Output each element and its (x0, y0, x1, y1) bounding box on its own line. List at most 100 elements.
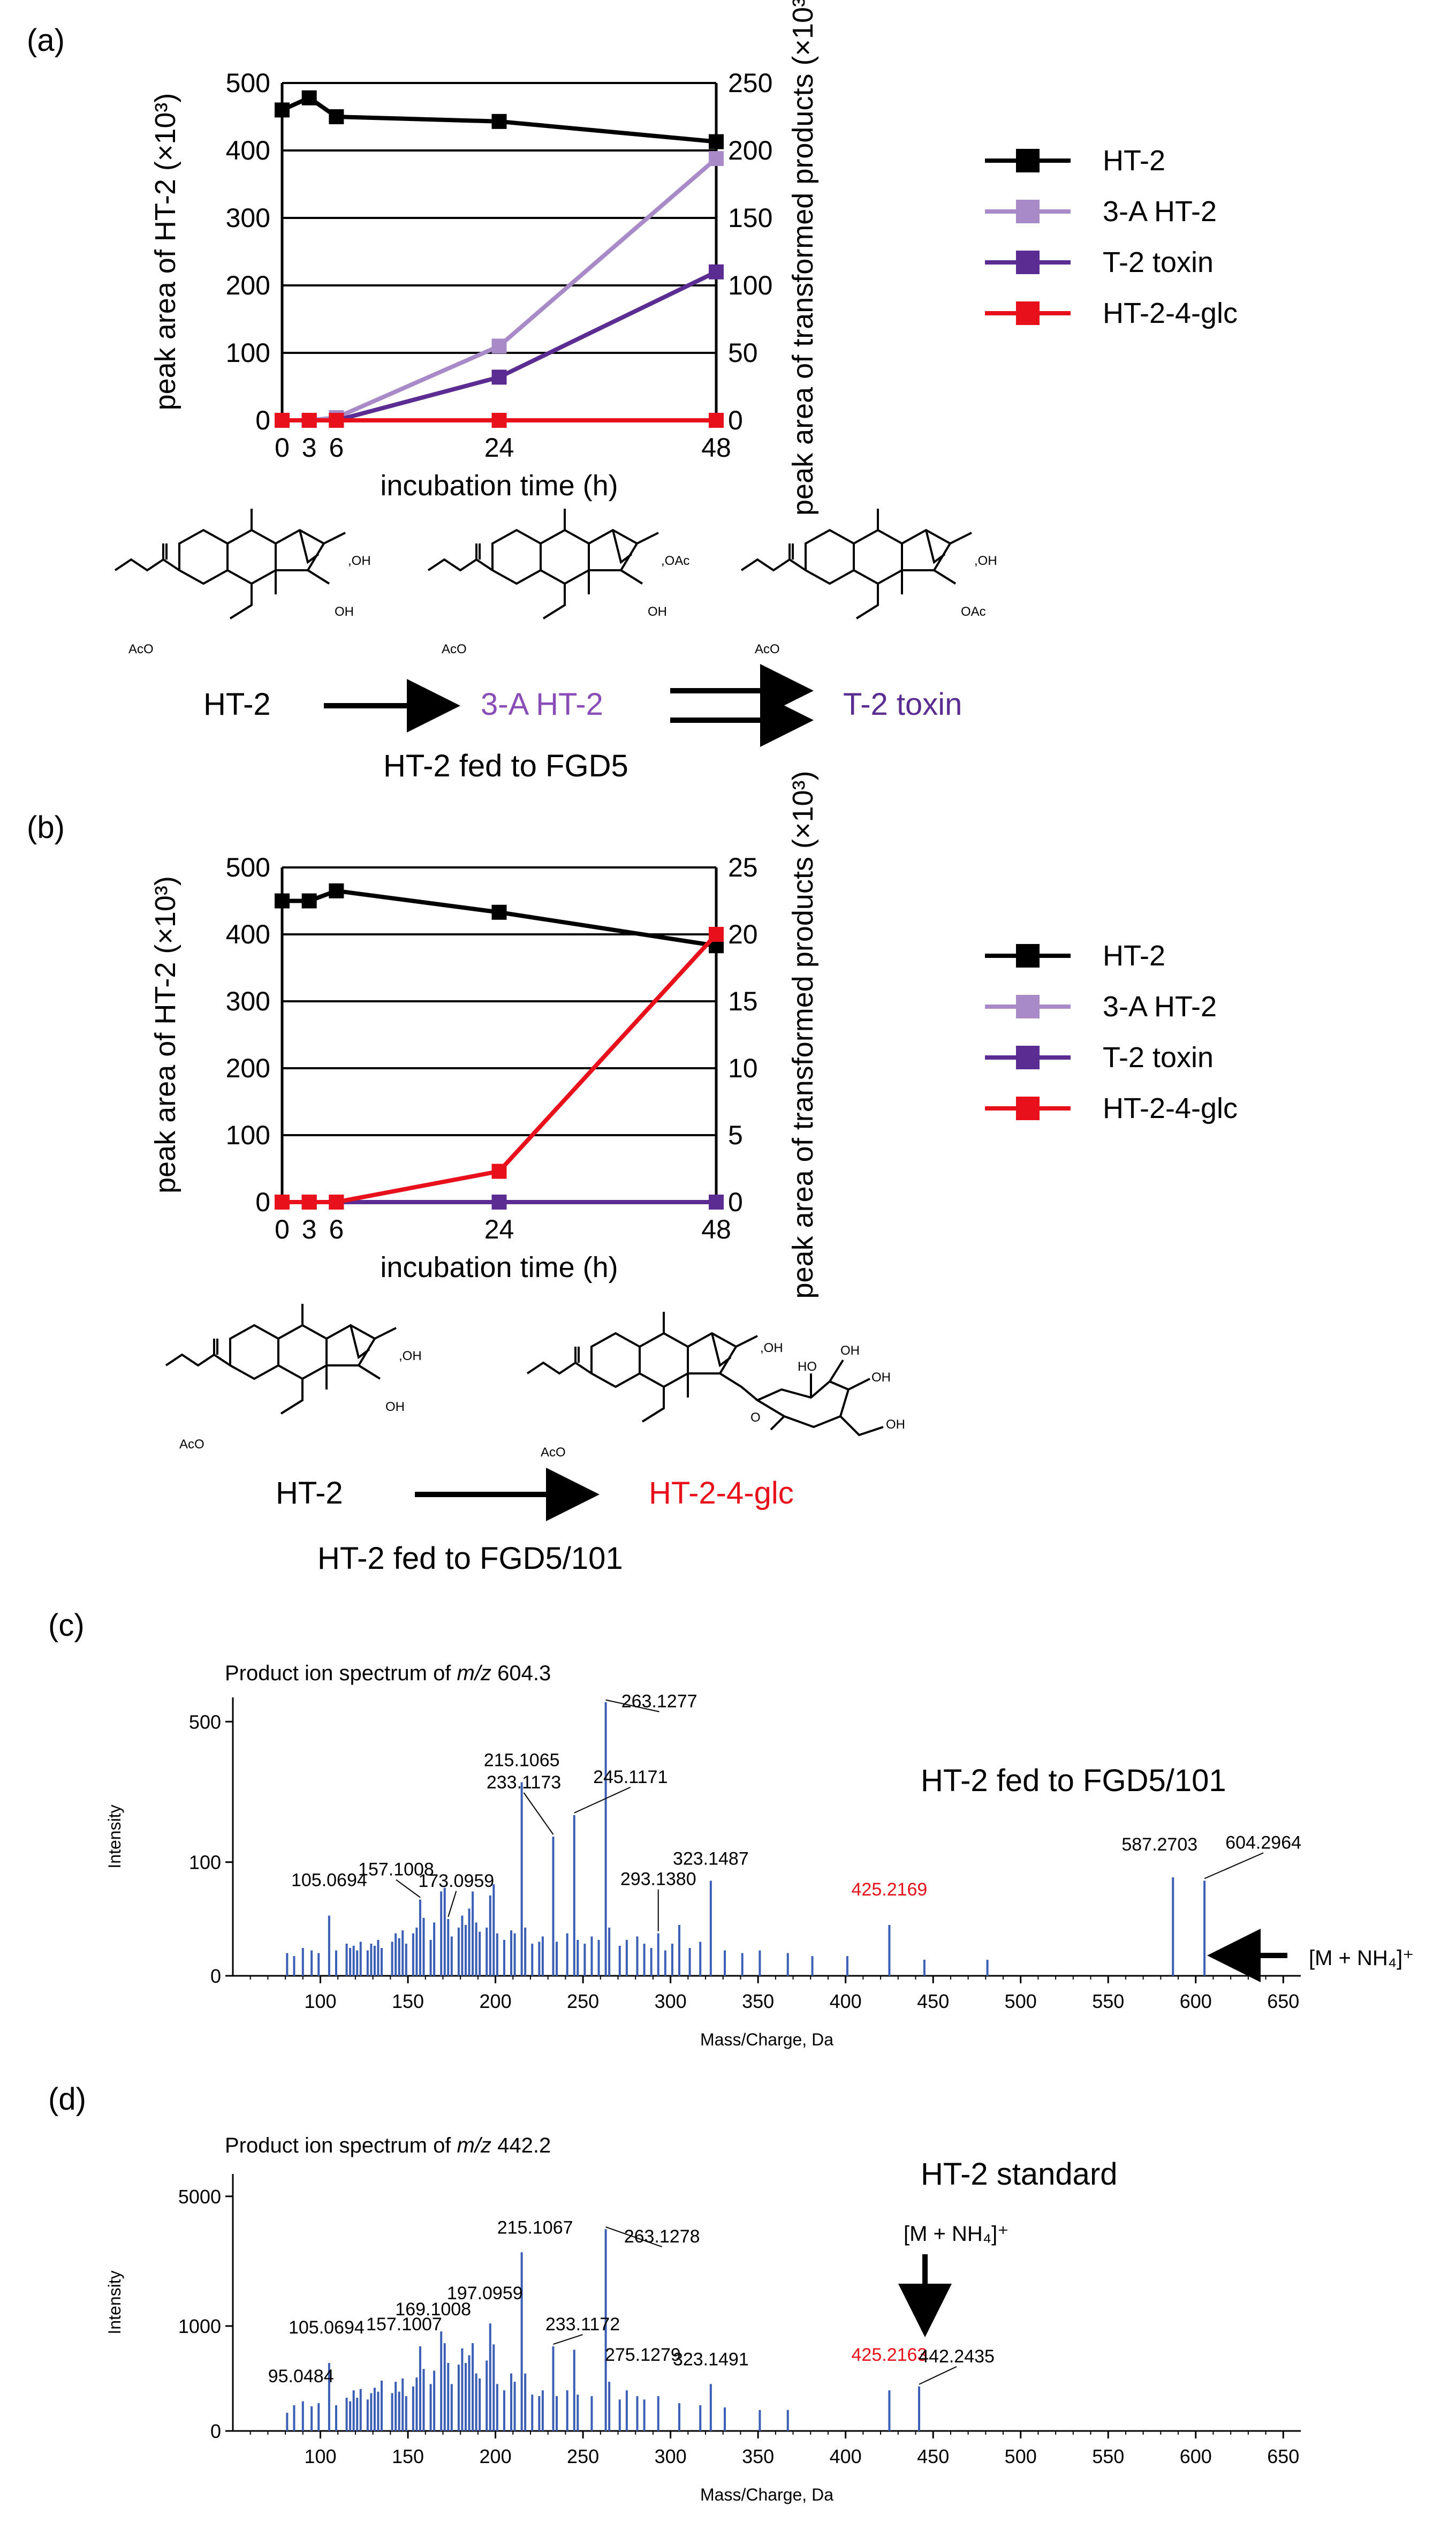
peak-label: 233.1172 (545, 2314, 620, 2335)
y2-tick-label: 200 (728, 135, 772, 165)
structure-label: OH (335, 605, 354, 619)
x-axis-label: Mass/Charge, Da (700, 2030, 833, 2049)
structure-label: HO (798, 1360, 817, 1374)
peak-label: 215.1065 (484, 1750, 560, 1770)
peak-label: 105.0694 (291, 1870, 367, 1891)
data-point (491, 338, 507, 354)
x-tick-label: 600 (1180, 2445, 1212, 2467)
structure-label: AcO (755, 642, 780, 656)
data-point (491, 904, 507, 920)
y-tick-label: 500 (226, 852, 270, 882)
structure-label: OH (886, 1417, 905, 1432)
data-point (329, 109, 344, 124)
peak-label: 157.1007 (366, 2314, 442, 2335)
data-point (275, 893, 290, 909)
peak-label: 157.1008 (358, 1860, 434, 1880)
peak-label: 323.1487 (673, 1848, 749, 1869)
legend-label: HT-2-4-glc (1103, 1092, 1238, 1124)
x-tick-label: 200 (480, 2445, 512, 2467)
x-tick-label: 500 (1005, 2445, 1037, 2467)
data-point (709, 1195, 724, 1210)
scheme-b-caption: HT-2 fed to FGD5/101 (317, 1541, 623, 1576)
structure-label: AcO (541, 1445, 566, 1460)
y-tick-label: 100 (226, 1120, 270, 1150)
spectrum-c-sample: HT-2 fed to FGD5/101 (921, 1763, 1226, 1798)
y-tick-label: 0 (255, 405, 270, 435)
peak-label: 587.2703 (1121, 1834, 1197, 1855)
x-tick-label: 450 (917, 2445, 949, 2467)
y2-tick-label: 10 (728, 1053, 758, 1083)
y2-tick-label: 20 (728, 919, 758, 949)
structure-label: OH (648, 605, 667, 619)
panel-b-label: (b) (27, 810, 65, 845)
structure-label: O (750, 1410, 761, 1425)
x-tick-label: 0 (275, 1214, 290, 1244)
legend-label: 3-A HT-2 (1103, 991, 1217, 1023)
y2-tick-label: 100 (728, 270, 772, 300)
data-point (275, 1195, 290, 1210)
peak-label-leader (553, 2334, 583, 2345)
y-tick-label: 0 (210, 1965, 221, 1987)
x-tick-label: 500 (1005, 1990, 1037, 2012)
structure-label: ,OH (348, 554, 371, 568)
structure-label: ,OH (974, 554, 997, 568)
peak-label: 263.1277 (621, 1691, 697, 1712)
data-point (329, 1195, 344, 1210)
y-axis-label: peak area of HT-2 (×10³) (149, 93, 181, 411)
data-point (329, 883, 344, 898)
scheme-a-left: HT-2 (203, 687, 271, 722)
y-tick-label: 200 (226, 270, 270, 300)
y-tick-label: 100 (226, 338, 270, 368)
legend-label: HT-2-4-glc (1103, 297, 1238, 329)
x-tick-label: 350 (742, 1990, 774, 2012)
peak-label: 425.2163 (852, 2345, 928, 2365)
panel-a-label: (a) (27, 23, 65, 58)
peak-label-leader (448, 1891, 457, 1917)
y2-tick-label: 250 (728, 68, 772, 98)
y-axis-label: peak area of HT-2 (×10³) (149, 876, 181, 1194)
data-point (491, 413, 507, 428)
peak-label: 169.1008 (395, 2299, 471, 2320)
x-tick-label: 48 (701, 1214, 731, 1244)
legend-marker (1016, 301, 1040, 325)
x-tick-label: 450 (917, 1990, 949, 2012)
x-axis-label: incubation time (h) (380, 470, 618, 502)
spectrum-c-ion: [M + NH₄]⁺ (1309, 1946, 1414, 1970)
x-axis-label: Mass/Charge, Da (700, 2485, 833, 2504)
spectrum-c-title: Product ion spectrum of m/z 604.3 (225, 1662, 551, 1685)
x-tick-label: 550 (1092, 1990, 1124, 2012)
structure-label: AcO (128, 642, 154, 656)
x-tick-label: 6 (329, 1214, 344, 1244)
y-tick-label: 500 (226, 68, 270, 98)
x-tick-label: 150 (392, 1990, 424, 2012)
spectrum-d-title: Product ion spectrum of m/z 442.2 (225, 2134, 551, 2157)
x-tick-label: 250 (567, 1990, 599, 2012)
structure-ht2-4-glc (526, 1312, 884, 1437)
panel-c-label: (c) (48, 1608, 85, 1643)
x-tick-label: 400 (830, 1990, 862, 2012)
structure-ht2-a (114, 509, 346, 620)
x-tick-label: 24 (484, 1214, 514, 1244)
data-point (709, 151, 724, 167)
x-tick-label: 3 (302, 433, 317, 463)
scheme-b-left: HT-2 (276, 1476, 343, 1511)
structure-t2 (740, 509, 972, 620)
y-tick-label: 0 (255, 1187, 270, 1217)
x-tick-label: 100 (304, 2445, 336, 2467)
peak-label-leader (605, 2226, 662, 2248)
structure-label: ,OAc (661, 554, 689, 568)
y2-tick-label: 50 (728, 338, 758, 368)
y-tick-label: 300 (226, 986, 270, 1016)
x-tick-label: 24 (484, 433, 514, 463)
peak-label: 293.1380 (620, 1869, 696, 1890)
legend-label: T-2 toxin (1103, 246, 1214, 278)
panel-d-label: (d) (48, 2082, 86, 2117)
x-tick-label: 350 (742, 2445, 774, 2467)
spectrum-d-ion: [M + NH₄]⁺ (904, 2222, 1008, 2246)
structure-3aht2 (427, 509, 659, 620)
structure-label: OH (840, 1343, 860, 1358)
peak-label: 197.0959 (447, 2283, 523, 2304)
x-axis-label: incubation time (h) (380, 1251, 618, 1283)
x-tick-label: 300 (655, 1990, 687, 2012)
